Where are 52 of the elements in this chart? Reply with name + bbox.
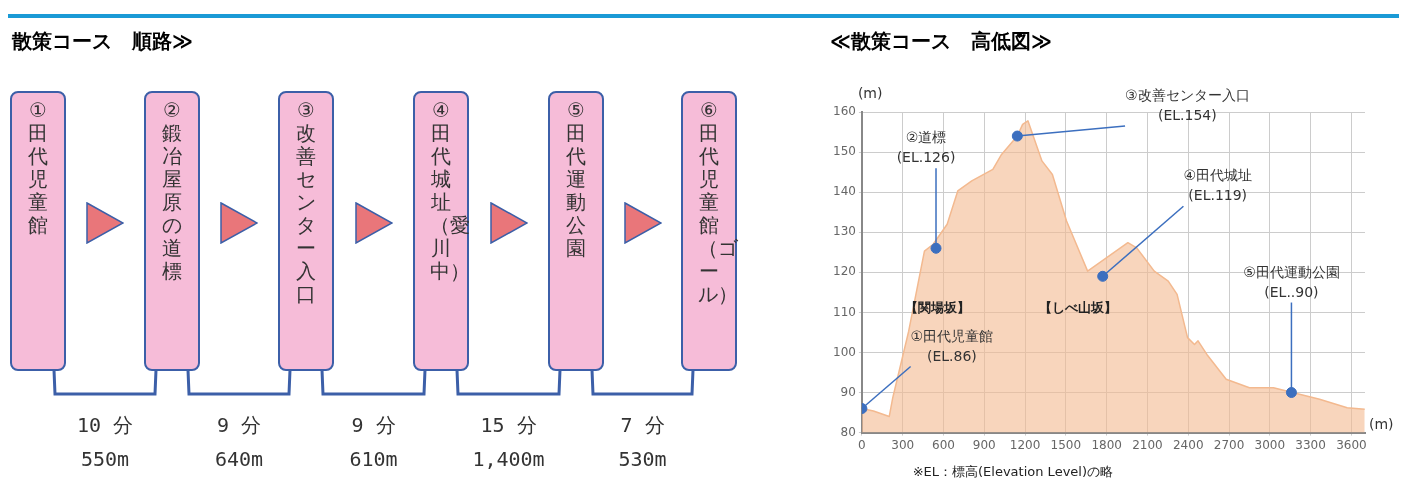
- annotation: ①田代児童館 (EL.86): [910, 327, 994, 364]
- point: [1285, 387, 1297, 399]
- annotation: 【しべ山坂】: [1039, 300, 1118, 316]
- x-tick-label: 2700: [1213, 437, 1245, 452]
- point: [1097, 270, 1109, 282]
- category-label: ③改善センター入口: [296, 98, 316, 306]
- text: 15 分: [479, 412, 538, 439]
- x-tick-label: 2400: [1172, 437, 1204, 452]
- category-label: ②鍛冶屋原の道標: [161, 98, 183, 285]
- x-tick-label: 3000: [1254, 437, 1286, 452]
- category-label: ①田代児童館: [27, 98, 49, 239]
- category-label: ⑤田代運動公園: [565, 98, 587, 262]
- text: 散策コース 順路≫: [12, 28, 193, 55]
- annotation: ⑤田代運動公園 (EL..90): [1243, 263, 1340, 300]
- annotation: ②道標 (EL.126): [896, 129, 956, 166]
- x-tick-label: 3300: [1295, 437, 1326, 452]
- text: ※EL：標高(Elevation Level)の略: [912, 464, 1113, 479]
- y-tick-label: 100: [833, 344, 856, 359]
- y-tick-label: 140: [833, 184, 856, 199]
- y-tick-label: 120: [833, 264, 856, 279]
- text: 640m: [213, 446, 265, 473]
- text: 610m: [348, 446, 399, 473]
- y-tick-label: 90: [840, 384, 856, 399]
- y-tick-label: 150: [833, 144, 856, 159]
- y-axis-title: (m): [857, 85, 883, 101]
- text: 1,400m: [471, 446, 546, 473]
- x-tick-label: 1800: [1091, 437, 1122, 452]
- text: 9 分: [215, 412, 263, 439]
- x-tick-label: 1500: [1050, 437, 1082, 452]
- annotation: ③改善センター入口 (EL.154): [1125, 87, 1250, 124]
- x-axis-title: (m): [1369, 415, 1394, 432]
- text: 10 分: [75, 412, 135, 439]
- point: [930, 242, 942, 254]
- y-tick-label: 110: [833, 304, 856, 319]
- point: [1011, 130, 1023, 142]
- text: 7 分: [619, 412, 666, 439]
- chart-title: ≪散策コース 高低図≫: [830, 28, 1052, 55]
- y-tick-label: 80: [840, 424, 856, 439]
- x-tick-label: 0: [858, 437, 866, 452]
- x-tick-label: 2100: [1132, 437, 1163, 452]
- annotation: 【関場坂】: [904, 300, 970, 316]
- x-tick-label: 1200: [1009, 437, 1041, 452]
- x-tick-label: 3600: [1336, 437, 1367, 452]
- x-tick-label: 300: [891, 437, 915, 452]
- x-tick-label: 900: [972, 437, 996, 452]
- text: 530m: [617, 446, 668, 473]
- text: 9 分: [350, 412, 397, 439]
- text: 550m: [79, 446, 131, 473]
- x-tick-label: 600: [932, 437, 955, 452]
- y-tick-label: 130: [833, 224, 856, 239]
- annotation: ④田代城址 (EL.119): [1183, 167, 1252, 204]
- y-tick-label: 160: [833, 104, 856, 119]
